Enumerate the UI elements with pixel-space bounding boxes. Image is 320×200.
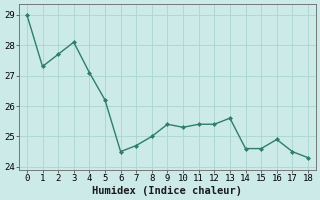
X-axis label: Humidex (Indice chaleur): Humidex (Indice chaleur) — [92, 186, 243, 196]
